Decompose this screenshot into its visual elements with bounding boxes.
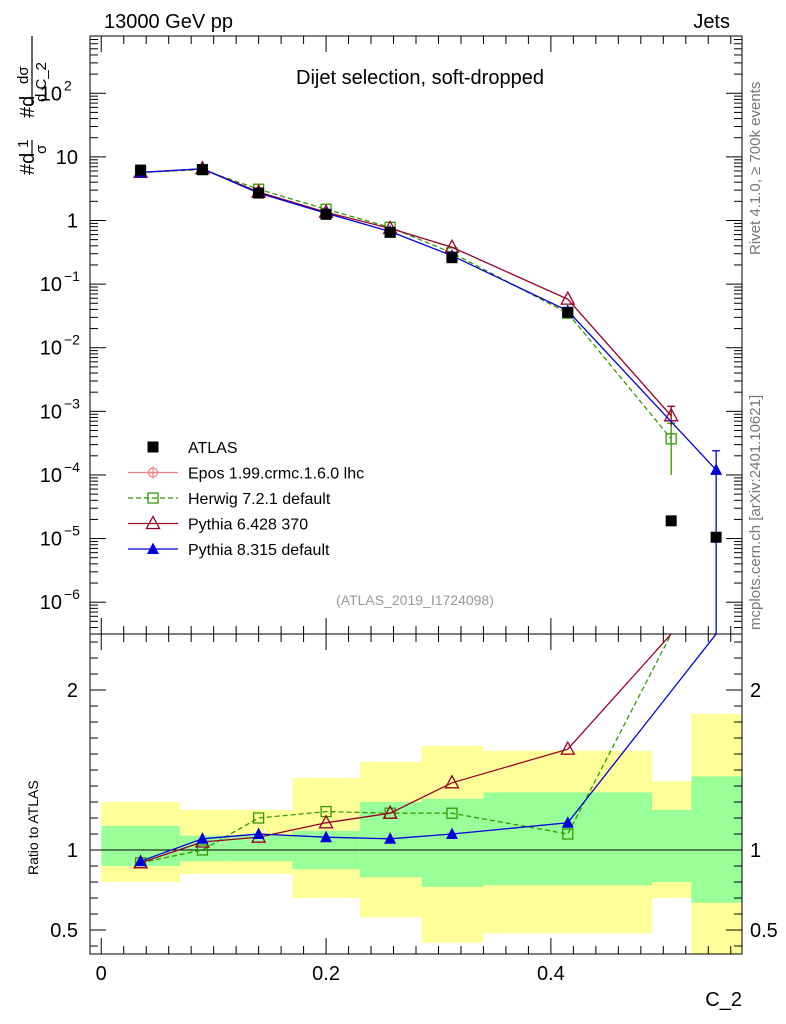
ratio-point-pythia-8-315-default [252,827,265,839]
y-tick-label-exp: −4 [64,459,80,475]
ratio-line-pythia-8-315-default [140,633,717,862]
ratio-frame [89,633,743,955]
point-pythia-6-428-370 [560,290,576,305]
x-tick-label: 0 [96,963,107,985]
legend-marker-herwig-7-2-1-default [147,492,159,504]
legend-label-epos-1-99-crmc-1-6-0-lhc: Epos 1.99.crmc.1.6.0 lhc [188,466,364,483]
point-atlas [562,306,574,318]
ratio-uncertainty-bands [90,714,742,954]
y-tick-label-main: 10 [40,274,62,296]
ratio-point-pythia-6-428-370 [318,814,334,829]
y-label-main-dsigma: dσ [15,66,32,84]
y-label-main-dc2: d C_2 [33,62,50,102]
x-tick-label: 0.2 [312,963,340,985]
point-atlas [665,515,677,527]
rivet-label: Rivet 4.1.0, ≥ 700k events [747,82,764,255]
y-tick-label-main: 10 [40,592,62,614]
main-line-herwig-7-2-1-default [140,168,672,440]
y-tick-label-exp: −5 [64,523,80,539]
ratio-point-pythia-8-315-default [196,832,209,844]
ratio-point-herwig-7-2-1-default [562,828,574,840]
header-left: 13000 GeV pp [104,11,233,33]
ratio-point-pythia-6-428-370 [382,804,398,819]
y-label-main-d: #d [17,96,39,118]
ratio-y-tick-label-right: 0.5 [750,920,778,942]
y-label-main-frac-1: 1 [15,140,32,148]
legend-marker-atlas [147,441,159,453]
ratio-y-tick-label-left: 1 [67,840,78,862]
point-atlas [446,252,458,264]
y-tick-label-exp: 2 [64,77,72,93]
y-tick-label-exp: −2 [64,332,80,348]
y-tick-label-exp: −3 [64,395,80,411]
band-green-2 [224,835,293,862]
legend-label-pythia-6-428-370: Pythia 6.428 370 [188,517,308,534]
band-green-5 [421,798,484,887]
ratio-y-tick-label-left: 2 [67,680,78,702]
y-axis-label-ratio: Ratio to ATLAS [25,780,41,875]
band-green-7 [652,810,692,882]
ratio-y-tick-label-right: 2 [750,680,761,702]
ratio-line-herwig-7-2-1-default [140,633,672,864]
main-line-pythia-8-315-default [140,168,717,471]
y-tick-label-exp: −1 [64,268,80,284]
ratio-y-tick-label-right: 1 [750,840,761,862]
ratio-series-layer [132,633,717,869]
y-tick-label-exp: −6 [64,586,80,602]
ratio-point-herwig-7-2-1-default [196,844,209,856]
header-right: Jets [693,11,730,33]
y-tick-label-main: 10 [40,401,62,423]
ratio-point-pythia-8-315-default [320,830,333,843]
legend-label-herwig-7-2-1-default: Herwig 7.2.1 default [188,491,331,508]
legend-marker-epos-1-99-crmc-1-6-0-lhc [147,466,159,479]
ratio-y-tick-label-left: 0.5 [50,920,78,942]
chart-title: Dijet selection, soft-dropped [296,67,544,89]
y-label-main-frac-sigma: σ [33,144,50,154]
y-tick-label-main: 10 [40,83,62,105]
mcplots-label: mcplots.cern.ch [arXiv:2401.10621] [747,395,764,630]
y-tick-label-main: 10 [40,465,62,487]
ratio-point-pythia-8-315-default [561,816,574,828]
main-series-layer [132,160,723,634]
ratio-point-pythia-8-315-default [445,827,458,839]
legend-label-atlas: ATLAS [188,440,238,457]
ratio-point-herwig-7-2-1-default [446,807,458,819]
legend-label-pythia-8-315-default: Pythia 8.315 default [188,542,330,559]
y-tick-label-main: 10 [40,529,62,551]
point-herwig-7-2-1-default [665,433,677,445]
point-atlas [320,208,332,220]
analysis-id: (ATLAS_2019_I1724098) [336,592,494,608]
ratio-point-pythia-8-315-default [384,832,397,844]
y-tick-label-main: 10 [56,147,78,169]
ratio-axes: 0.5 0.5 1 1 2 2 0 0.2 0.4 [50,634,778,985]
ratio-point-herwig-7-2-1-default [252,812,265,824]
x-tick-label: 0.4 [537,963,565,985]
legend-marker-pythia-8-315-default [147,542,159,554]
ratio-point-pythia-6-428-370 [560,740,576,755]
y-tick-label-main: 10 [40,338,62,360]
y-tick-label-main: 1 [67,210,78,232]
point-atlas [710,531,722,543]
ratio-line-pythia-6-428-370 [140,633,672,864]
y-label-main-numer: #d [17,153,39,175]
legend: ATLAS Epos 1.99.crmc.1.6.0 lhc Herwig 7.2.… [128,440,364,559]
ratio-point-pythia-8-315-default [134,854,147,867]
x-axis-label: C_2 [705,989,742,1011]
point-atlas [253,187,265,199]
band-green-8 [691,776,742,903]
legend-marker-pythia-6-428-370 [145,515,161,530]
point-atlas [196,164,208,176]
point-atlas [384,226,396,238]
ratio-point-pythia-6-428-370 [444,774,460,789]
y-axis-label-main: #d 1 σ #d dσ d C_2 [15,36,50,175]
point-pythia-8-315-default [710,463,723,475]
point-atlas [135,164,147,176]
